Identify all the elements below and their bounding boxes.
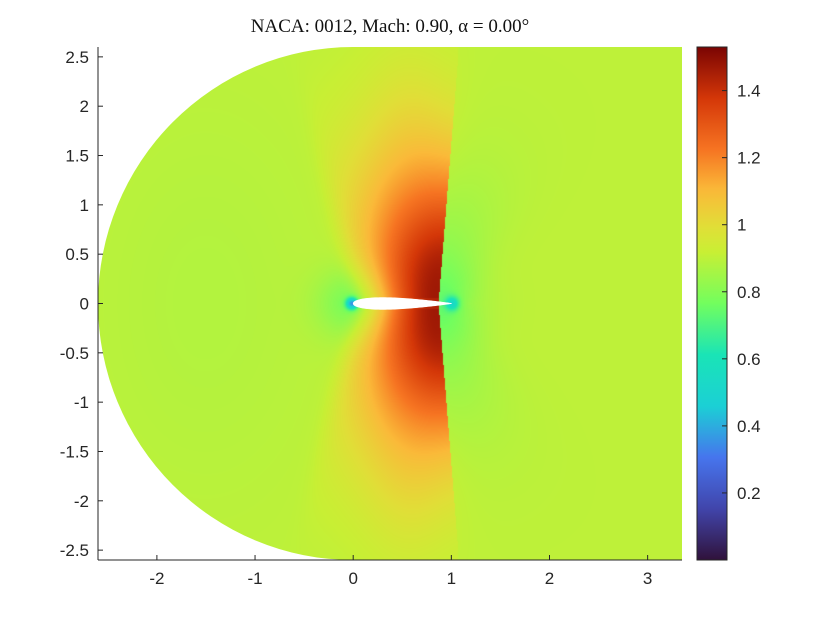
y-tick-label: -1.5 — [60, 442, 89, 461]
y-tick-label: -1 — [74, 393, 89, 412]
colorbar-gradient — [696, 46, 728, 561]
y-tick-label: -2 — [74, 492, 89, 511]
x-tick-label: 3 — [643, 569, 652, 588]
colorbar-layer: 0.2 0.4 0.6 0.8 1 1.2 1.4 — [696, 46, 761, 561]
airfoil-shape — [352, 297, 452, 310]
colorbar-tick-label: 0.2 — [737, 484, 761, 503]
colorbar-tick-label: 0.4 — [737, 417, 761, 436]
colorbar-tick-label: 1 — [737, 216, 746, 235]
y-tick-label: 0 — [80, 295, 89, 314]
y-tick-label: 2.5 — [65, 48, 89, 67]
y-tick-label: -2.5 — [60, 541, 89, 560]
x-tick-label: -1 — [247, 569, 262, 588]
x-tick-label: -2 — [149, 569, 164, 588]
field-layer — [98, 47, 682, 560]
axes-layer: -2 -1 0 1 2 3 2.5 2 1.5 1 0.5 0 -0.5 -1 -1.5 -2 -2.5 — [60, 47, 682, 588]
colorbar-tick-label: 1.2 — [737, 149, 761, 168]
y-tick-label: 0.5 — [65, 245, 89, 264]
y-tick-label: 1 — [80, 196, 89, 215]
colorbar-tick-label: 1.4 — [737, 82, 761, 101]
y-tick-label: 2 — [80, 97, 89, 116]
colorbar-tick-label: 0.6 — [737, 350, 761, 369]
y-tick-label: -0.5 — [60, 344, 89, 363]
colorbar-tick-label: 0.8 — [737, 283, 761, 302]
chart-title: NACA: 0012, Mach: 0.90, α = 0.00° — [250, 16, 530, 37]
x-tick-label: 2 — [545, 569, 554, 588]
y-tick-label: 1.5 — [65, 147, 89, 166]
x-tick-label: 0 — [348, 569, 357, 588]
x-tick-label: 1 — [447, 569, 456, 588]
